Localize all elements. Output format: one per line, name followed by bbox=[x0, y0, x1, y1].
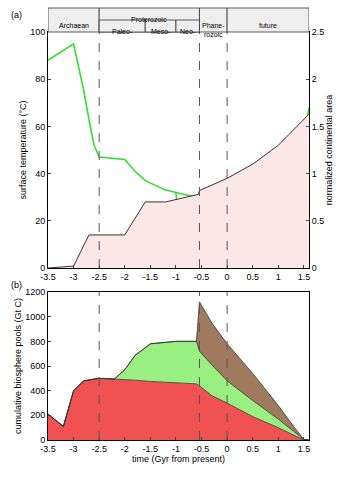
svg-text:-1.5: -1.5 bbox=[143, 272, 159, 282]
svg-text:600: 600 bbox=[30, 361, 45, 371]
svg-text:0: 0 bbox=[40, 435, 45, 445]
svg-text:1000: 1000 bbox=[25, 312, 45, 322]
svg-text:-1: -1 bbox=[172, 444, 180, 454]
svg-text:-0.5: -0.5 bbox=[194, 444, 210, 454]
svg-text:0: 0 bbox=[312, 263, 317, 273]
svg-text:Meso-: Meso- bbox=[151, 28, 171, 35]
svg-text:Proterozoic: Proterozoic bbox=[131, 16, 167, 23]
svg-text:100: 100 bbox=[30, 27, 45, 37]
svg-text:(b): (b) bbox=[11, 280, 22, 290]
svg-text:2: 2 bbox=[312, 74, 317, 84]
svg-text:time (Gyr from present): time (Gyr from present) bbox=[132, 454, 225, 464]
svg-text:-2: -2 bbox=[121, 444, 129, 454]
svg-text:1200: 1200 bbox=[25, 287, 45, 297]
svg-text:1.5: 1.5 bbox=[298, 272, 311, 282]
svg-text:2.5: 2.5 bbox=[312, 27, 325, 37]
svg-text:-3: -3 bbox=[70, 272, 78, 282]
svg-text:1.5: 1.5 bbox=[312, 122, 325, 132]
svg-text:1: 1 bbox=[312, 169, 317, 179]
svg-text:0.5: 0.5 bbox=[246, 444, 259, 454]
svg-text:0.5: 0.5 bbox=[312, 216, 325, 226]
svg-text:Paleo-: Paleo- bbox=[112, 28, 133, 35]
svg-text:60: 60 bbox=[35, 122, 45, 132]
svg-text:40: 40 bbox=[35, 169, 45, 179]
svg-text:cumulative biosphere pools (Gt: cumulative biosphere pools (Gt C) bbox=[13, 298, 23, 434]
svg-text:-2: -2 bbox=[121, 272, 129, 282]
svg-text:-3.5: -3.5 bbox=[40, 272, 56, 282]
svg-text:200: 200 bbox=[30, 410, 45, 420]
svg-text:Neo-: Neo- bbox=[180, 28, 196, 35]
svg-text:Archaean: Archaean bbox=[59, 22, 89, 29]
svg-text:0: 0 bbox=[225, 444, 230, 454]
svg-text:Phane-rozoic: Phane-rozoic bbox=[202, 22, 225, 38]
svg-text:-0.5: -0.5 bbox=[194, 272, 210, 282]
svg-text:-3: -3 bbox=[70, 444, 78, 454]
svg-text:0.5: 0.5 bbox=[246, 272, 259, 282]
svg-text:-1.5: -1.5 bbox=[143, 444, 159, 454]
svg-text:(a): (a) bbox=[11, 10, 22, 20]
svg-text:-2.5: -2.5 bbox=[91, 272, 107, 282]
svg-text:400: 400 bbox=[30, 386, 45, 396]
svg-text:0: 0 bbox=[40, 263, 45, 273]
svg-text:future: future bbox=[259, 22, 277, 29]
svg-text:-3.5: -3.5 bbox=[40, 444, 56, 454]
svg-text:surface temperature (°C): surface temperature (°C) bbox=[18, 100, 28, 199]
svg-text:80: 80 bbox=[35, 74, 45, 84]
svg-text:20: 20 bbox=[35, 216, 45, 226]
svg-text:1: 1 bbox=[276, 272, 281, 282]
svg-text:800: 800 bbox=[30, 336, 45, 346]
svg-text:0: 0 bbox=[225, 272, 230, 282]
svg-text:-2.5: -2.5 bbox=[91, 444, 107, 454]
svg-text:1.5: 1.5 bbox=[298, 444, 311, 454]
svg-text:1: 1 bbox=[276, 444, 281, 454]
svg-text:normalized continental area: normalized continental area bbox=[324, 95, 334, 206]
svg-text:-1: -1 bbox=[172, 272, 180, 282]
